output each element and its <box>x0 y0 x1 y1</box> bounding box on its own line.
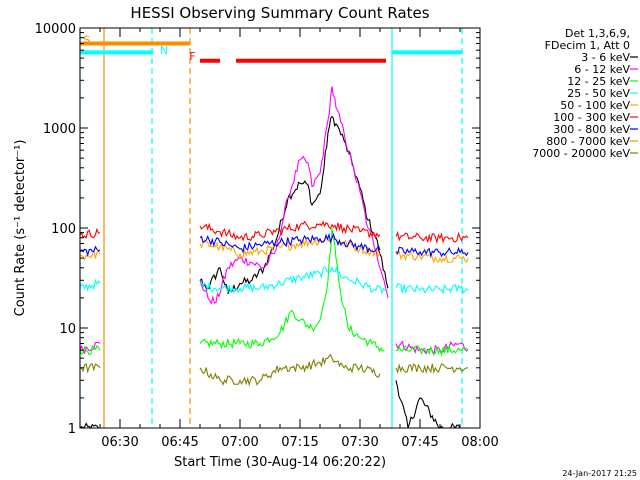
x-tick-label: 07:15 <box>281 435 318 450</box>
x-tick-label: 06:30 <box>101 435 138 450</box>
legend-header: Det 1,3,6,9, <box>565 27 630 40</box>
legend-entry-2: 12 - 25 keV <box>567 75 630 88</box>
x-tick-label: 06:45 <box>161 435 198 450</box>
annotation-n: N <box>160 44 168 57</box>
legend-entry-3: 25 - 50 keV <box>567 87 630 100</box>
x-tick-label: 07:45 <box>401 435 438 450</box>
y-tick-label: 10000 <box>35 22 76 37</box>
x-tick-label: 07:00 <box>221 435 258 450</box>
y-tick-label: 100 <box>51 222 76 237</box>
annotation-s: S <box>83 33 90 46</box>
plot-area: S N F <box>79 28 469 429</box>
y-axis-label: Count Rate (s⁻¹ detector⁻¹) <box>13 140 28 317</box>
legend-entry-7: 800 - 7000 keV <box>546 135 630 148</box>
legend-entry-8: 7000 - 20000 keV <box>532 147 630 160</box>
legend-entry-0: 3 - 6 keV <box>581 51 630 64</box>
x-tick-label: 08:00 <box>461 435 498 450</box>
series-line-6 <box>79 232 469 259</box>
legend-entry-4: 50 - 100 keV <box>560 99 630 112</box>
chart-title: HESSI Observing Summary Count Rates <box>130 4 429 22</box>
y-tick-label: 1000 <box>43 122 76 137</box>
axes: 1 10 100 1000 10000 06:30 06:45 07:00 07:15 07:30… <box>35 22 499 450</box>
x-axis-label: Start Time (30-Aug-14 06:20:22) <box>174 455 386 470</box>
y-tick-label: 1 <box>68 422 76 437</box>
series-line-8 <box>79 353 469 387</box>
legend-entry-6: 300 - 800 keV <box>553 123 630 136</box>
series-line-2 <box>79 227 469 357</box>
series-line-3 <box>79 266 469 295</box>
x-tick-label: 07:30 <box>341 435 378 450</box>
legend-entry-5: 100 - 300 keV <box>553 111 630 124</box>
series-line-4 <box>79 236 469 264</box>
y-tick-label: 10 <box>59 322 76 337</box>
legend-header: FDecim 1, Att 0 <box>545 39 630 52</box>
legend-entry-1: 6 - 12 keV <box>574 63 630 76</box>
plot-timestamp: 24-Jan-2017 21:25 <box>562 469 637 478</box>
annotation-f: F <box>189 50 195 63</box>
